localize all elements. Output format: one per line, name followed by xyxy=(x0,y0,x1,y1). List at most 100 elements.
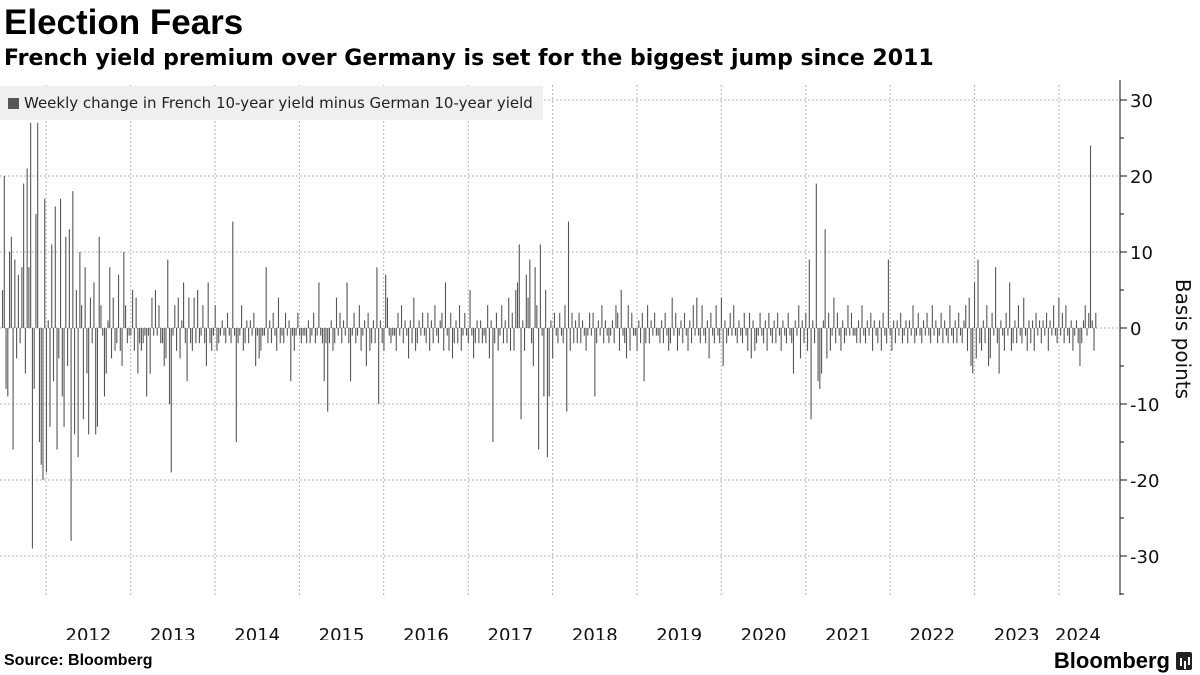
bar xyxy=(915,328,918,336)
bar xyxy=(719,328,721,344)
bar xyxy=(1056,328,1058,344)
bar xyxy=(283,328,285,344)
bar xyxy=(205,328,207,366)
bar xyxy=(58,328,60,359)
x-tick-label: 2024 xyxy=(1055,625,1101,640)
bar xyxy=(116,328,118,344)
y-axis-label: Basis points xyxy=(1171,279,1195,399)
bar xyxy=(1028,320,1030,328)
bar xyxy=(752,320,754,328)
bar xyxy=(1016,328,1018,344)
bar xyxy=(40,328,42,465)
bar xyxy=(791,328,793,344)
bar xyxy=(1063,328,1065,344)
bar xyxy=(647,305,649,328)
bar xyxy=(520,328,522,420)
bar xyxy=(274,328,276,336)
bar xyxy=(1031,320,1034,328)
bar xyxy=(234,328,236,336)
bar xyxy=(924,328,926,336)
bar xyxy=(524,328,526,351)
bar xyxy=(293,328,295,351)
bar xyxy=(669,328,671,344)
bar xyxy=(481,328,483,344)
bar xyxy=(244,328,246,344)
bar xyxy=(859,328,861,344)
bar xyxy=(161,328,164,344)
x-tick-label: 2019 xyxy=(656,625,702,640)
bar xyxy=(991,312,993,328)
bar xyxy=(863,328,865,336)
bar xyxy=(680,320,682,328)
bar xyxy=(209,328,211,344)
bar xyxy=(782,320,784,328)
bar xyxy=(61,328,63,397)
bar xyxy=(826,328,828,359)
bar xyxy=(33,328,35,389)
bar xyxy=(891,328,893,351)
bar xyxy=(710,312,712,328)
bar xyxy=(652,328,654,336)
bar xyxy=(850,312,853,328)
bar xyxy=(432,328,434,344)
bar xyxy=(269,320,271,328)
bar xyxy=(132,290,134,328)
bar xyxy=(872,328,874,351)
bar xyxy=(248,328,250,344)
bar xyxy=(594,328,596,397)
bar xyxy=(212,328,214,336)
bar xyxy=(917,312,919,328)
bar xyxy=(342,320,345,328)
bloomberg-terminal-icon xyxy=(1176,652,1192,670)
bar xyxy=(444,282,447,328)
bar xyxy=(567,221,570,328)
bar xyxy=(631,312,633,328)
bar xyxy=(105,328,107,374)
bar xyxy=(659,328,661,344)
bar xyxy=(611,320,613,328)
bar xyxy=(901,328,903,344)
bar xyxy=(84,267,86,328)
bar xyxy=(386,297,389,328)
bar xyxy=(699,328,701,344)
bar xyxy=(1051,328,1053,336)
bar xyxy=(242,328,244,351)
bar xyxy=(299,328,301,336)
bar xyxy=(898,328,900,336)
bar xyxy=(72,191,74,328)
bar xyxy=(318,282,320,328)
bar xyxy=(548,328,550,397)
bar xyxy=(601,305,603,328)
bar xyxy=(884,328,886,336)
bar xyxy=(893,320,895,328)
bar xyxy=(137,328,139,374)
bar xyxy=(683,312,686,328)
bar xyxy=(792,328,795,374)
bar xyxy=(740,328,742,336)
bar xyxy=(698,328,700,336)
bar xyxy=(778,328,780,336)
bar xyxy=(857,320,860,328)
bar xyxy=(75,290,77,328)
bar xyxy=(599,328,601,336)
bar xyxy=(508,297,510,328)
bar xyxy=(552,328,554,359)
bar xyxy=(288,320,290,328)
x-tick-label: 2012 xyxy=(66,625,112,640)
bar xyxy=(1033,328,1035,351)
bar xyxy=(989,328,991,359)
bar xyxy=(970,328,972,366)
bar xyxy=(562,328,564,344)
bar xyxy=(566,328,568,412)
bar xyxy=(107,320,109,328)
bar xyxy=(937,328,939,344)
bar xyxy=(404,320,406,328)
bar xyxy=(1075,320,1077,328)
bar xyxy=(933,328,935,336)
bar xyxy=(216,328,218,351)
bar xyxy=(420,328,422,336)
bar xyxy=(926,312,928,328)
bar xyxy=(866,320,868,328)
bar xyxy=(365,328,367,366)
bar xyxy=(177,297,179,328)
